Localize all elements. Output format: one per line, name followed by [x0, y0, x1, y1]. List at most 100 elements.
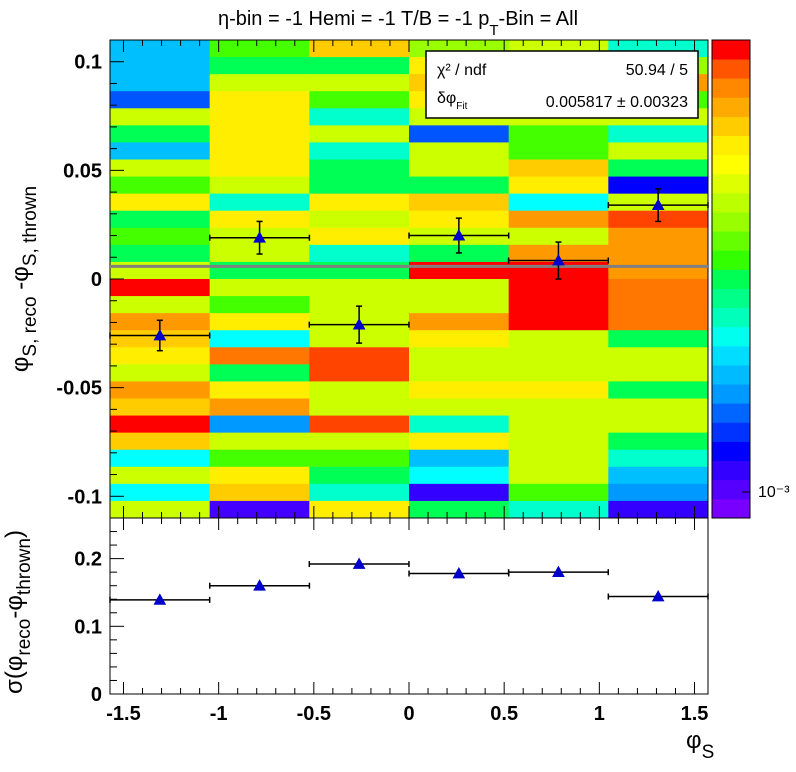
heatmap-cell [110, 296, 211, 314]
heatmap-cell [209, 347, 310, 365]
heatmap-cell [608, 244, 709, 263]
heatmap-cell [508, 347, 609, 365]
heatmap-cell [209, 108, 310, 126]
palette-swatch [712, 269, 750, 289]
heatmap-cell [209, 330, 310, 348]
heatmap-cell [409, 398, 510, 417]
top-marker [253, 231, 266, 243]
heatmap-cell [508, 210, 609, 229]
heatmap-cell [409, 330, 510, 348]
stats-frame [425, 50, 699, 119]
stats-row2-label: δφFit [437, 90, 468, 112]
heatmap-cell [608, 279, 709, 297]
bottom-marker [552, 565, 565, 578]
heatmap-cell [209, 483, 310, 502]
heatmap-cell [409, 381, 510, 399]
x-tick-label: 1.5 [681, 703, 709, 725]
bottom-x-axis: -1.5 -1 -0.5 0 0.5 1 1.5 [106, 518, 708, 725]
heatmap-cell [110, 500, 211, 519]
stats-row1-value: 50.94 / 5 [626, 62, 688, 79]
heatmap-cell [508, 313, 609, 331]
heatmap-cell [508, 483, 609, 502]
palette-swatch [712, 460, 750, 481]
x-tick-label: -0.5 [297, 703, 331, 725]
heatmap-cell [309, 398, 410, 417]
heatmap-cell [608, 261, 709, 280]
heatmap-cell [309, 244, 410, 263]
heatmap-cell [409, 296, 510, 314]
heatmap-cell [309, 108, 410, 126]
heatmap-cell [110, 381, 211, 399]
heatmap-cell [508, 142, 609, 160]
heatmap-cell [508, 330, 609, 348]
bottom-y-axis-title: σ(φreco-φthrown) [1, 530, 35, 694]
heatmap-cell [309, 466, 410, 485]
heatmap-cell [110, 347, 211, 365]
top-marker [552, 254, 565, 266]
heatmap-cell [508, 227, 609, 246]
heatmap-cell [110, 415, 211, 434]
palette-swatch [712, 479, 750, 500]
heatmap-cell [309, 193, 410, 212]
heatmap-cell [110, 159, 211, 178]
heatmap-cell [110, 432, 211, 451]
heatmap-cell [309, 415, 410, 434]
heatmap-cell [110, 279, 211, 297]
heatmap-cell [309, 500, 410, 519]
heatmap-cell [209, 74, 310, 92]
heatmap-cell [409, 261, 510, 280]
heatmap-cell [209, 466, 310, 485]
heatmap-cell [508, 193, 609, 212]
heatmap-cell [309, 279, 410, 297]
heatmap-cell [409, 432, 510, 451]
bottom-y-tick-label: 0 [91, 684, 102, 706]
x-tick-label: 0.5 [490, 703, 518, 725]
palette-swatch [712, 250, 750, 270]
heatmap-cell [309, 227, 410, 246]
top-y-axis: 0.1 0.05 0 -0.05 -0.1 [56, 52, 124, 508]
heatmap-cell [209, 449, 310, 468]
heatmap-cell [209, 193, 310, 212]
top-marker [153, 328, 167, 341]
heatmap-cell [508, 415, 609, 434]
heatmap-cell [508, 500, 609, 519]
heatmap-cell [309, 296, 410, 314]
heatmap-cell [608, 466, 709, 485]
heatmap-cell [409, 466, 510, 485]
heatmap-cell [608, 296, 709, 314]
top-y-axis-title: φS, reco -φS, thrown [7, 186, 41, 372]
heatmap-cell [309, 176, 410, 195]
palette-swatch [712, 97, 750, 117]
heatmap-cell [110, 193, 211, 212]
color-palette [711, 39, 751, 519]
bottom-y-tick-label: 0.1 [74, 616, 102, 638]
top-y-tick-label: 0.1 [74, 52, 102, 74]
heatmap-cell [110, 142, 211, 160]
top-marker [452, 229, 466, 241]
heatmap-cell [608, 347, 709, 365]
heatmap-cell [508, 296, 609, 314]
heatmap-cell [409, 176, 510, 195]
heatmap-cell [309, 125, 410, 143]
heatmap-cell [409, 415, 510, 434]
heatmap-cell [608, 483, 709, 502]
heatmap-cell [209, 500, 310, 519]
heatmap-cell [309, 40, 410, 58]
bottom-y-tick-label: 0.2 [74, 549, 102, 571]
heatmap-cell [110, 108, 211, 126]
palette-swatch [712, 288, 750, 309]
heatmap-cell [209, 432, 310, 451]
heatmap-cell [508, 381, 609, 399]
heatmap-cell [608, 227, 709, 246]
heatmap-cell [608, 364, 709, 382]
heatmap-cell [309, 449, 410, 468]
top-x-axis [122, 40, 696, 518]
heatmap-cell [608, 432, 709, 451]
heatmap-cell [309, 261, 410, 280]
heatmap-cell [508, 466, 609, 485]
heatmap-cell [110, 466, 211, 485]
heatmap-cell [209, 364, 310, 382]
heatmap-cell [209, 261, 310, 280]
heatmap-cell [409, 193, 510, 212]
